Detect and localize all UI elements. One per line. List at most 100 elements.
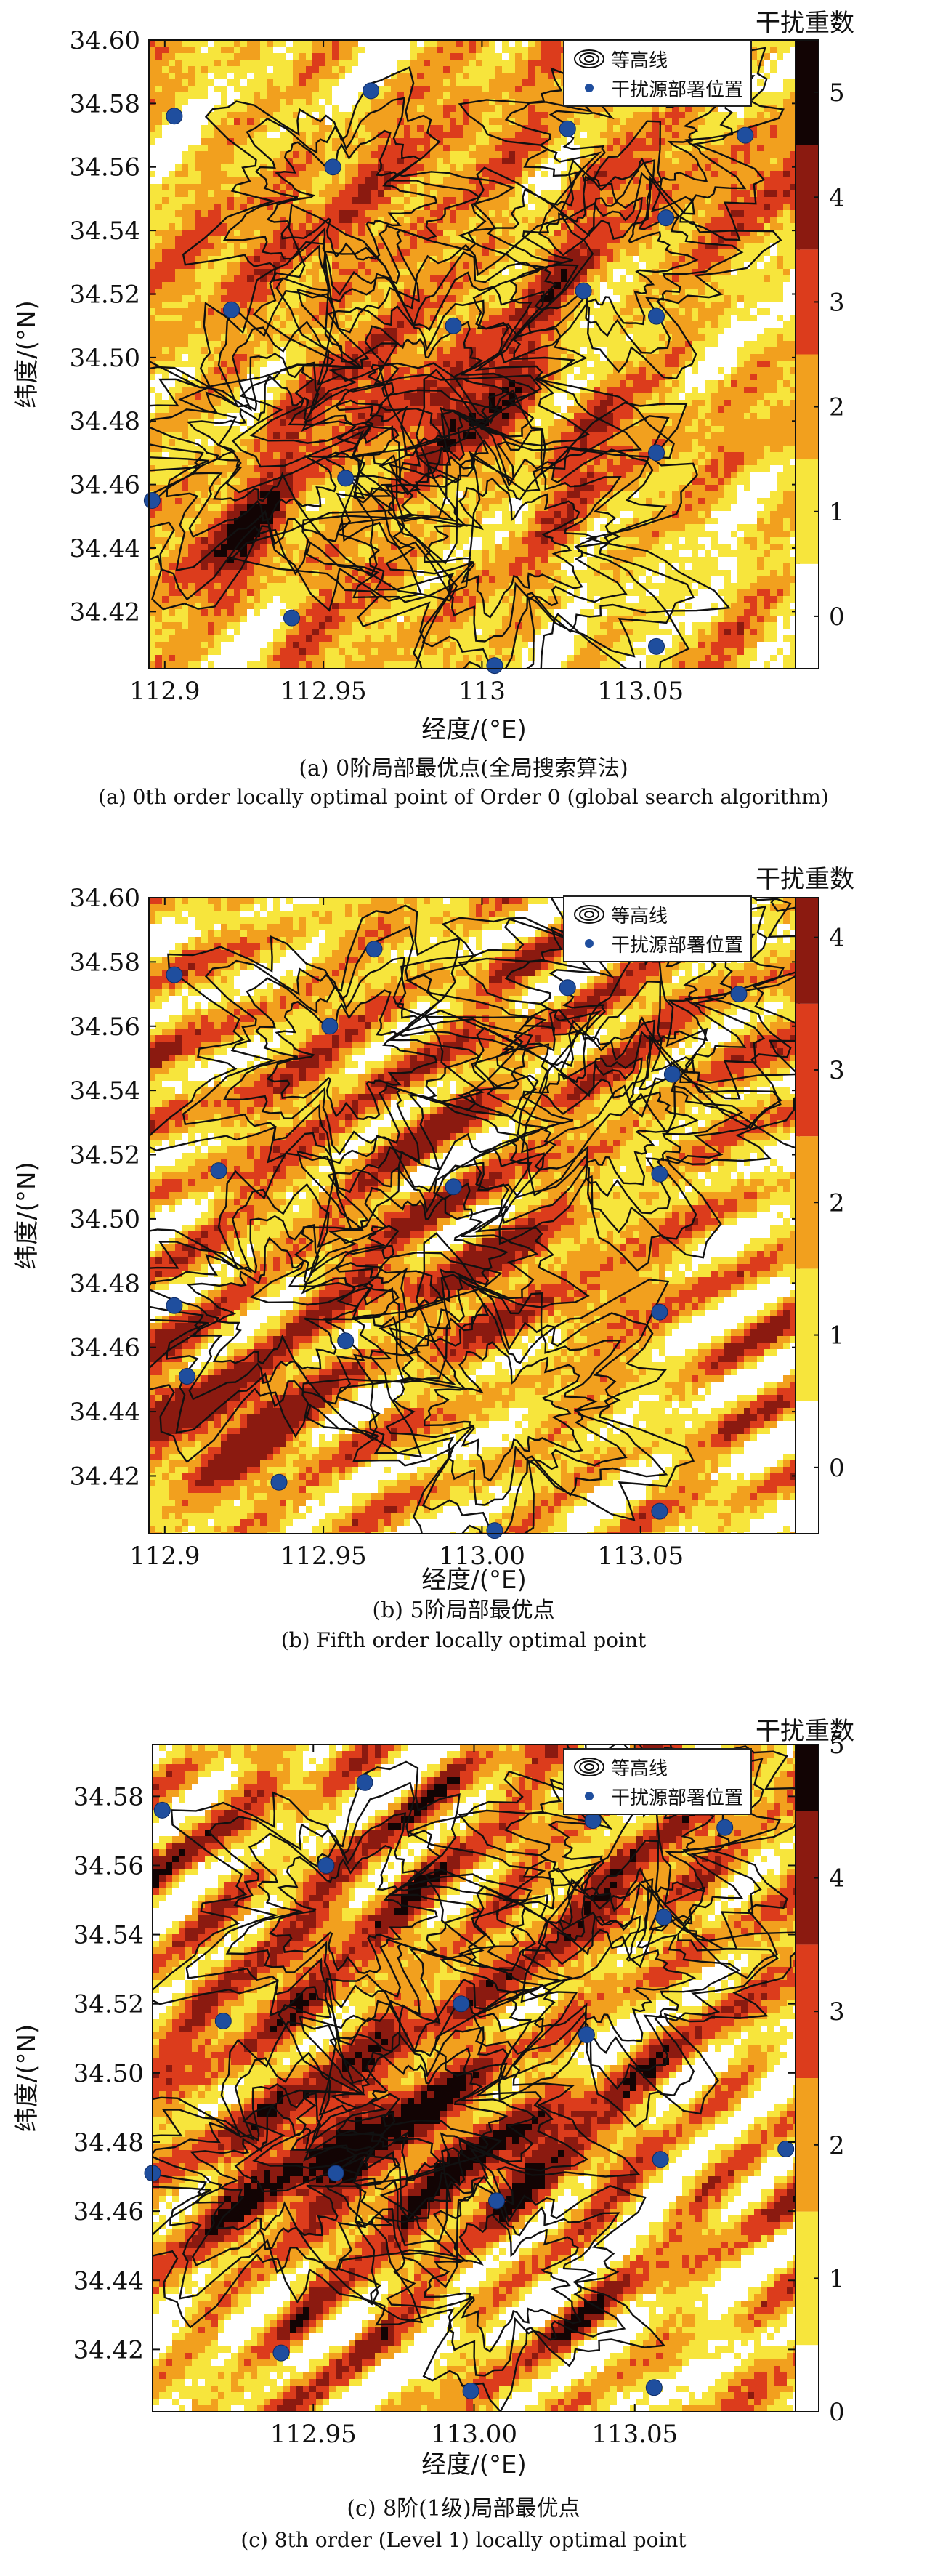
legend-source: 干扰源部署位置 (572, 73, 743, 102)
source-point (317, 1857, 335, 1874)
source-point (327, 2165, 344, 2182)
source-point (648, 637, 665, 655)
x-tick-label: 113.00 (431, 2420, 517, 2449)
contour-line (266, 129, 438, 261)
contour-line (149, 241, 543, 612)
y-tick-label: 34.52 (70, 1141, 140, 1170)
contour-line (487, 159, 744, 354)
source-point (283, 609, 300, 627)
x-tick-label: 113.05 (591, 2420, 678, 2449)
y-tick-label: 34.48 (70, 407, 140, 436)
caption-en: (b) Fifth order locally optimal point (0, 1628, 927, 1652)
y-tick-label: 34.54 (70, 1076, 140, 1106)
colorbar-tick-label: 5 (829, 79, 845, 108)
caption-cn: (c) 8阶(1级)局部最优点 (0, 2490, 927, 2522)
y-axis-label: 纬度/(°N) (12, 2024, 41, 2132)
source-point (655, 1909, 673, 1926)
source-point (486, 1522, 503, 1539)
contour-line (186, 1236, 360, 1370)
colorbar-tick-label: 3 (829, 288, 845, 317)
y-tick-label: 34.48 (73, 2128, 144, 2157)
contour-line (336, 2047, 509, 2181)
contour-line (335, 1182, 509, 1319)
colorbar-tick-label: 1 (829, 1321, 845, 1351)
panel-b: 34.42 34.44 34.46 34.48 34.50 34.52 34.54 34.56… (0, 858, 927, 1708)
source-point (214, 2013, 232, 2029)
heatmap-field (149, 40, 799, 669)
contour-line (288, 299, 539, 496)
contour-line (336, 1273, 668, 1534)
contour-line (301, 369, 695, 669)
legend-contour: 等高线 (572, 44, 743, 73)
colorbar-segment (796, 1744, 819, 1811)
source-point (730, 986, 748, 1003)
source-point (663, 1066, 681, 1083)
y-axis-label: 纬度/(°N) (12, 1162, 41, 1269)
source-point (648, 444, 665, 462)
legend-source: 干扰源部署位置 (572, 1782, 743, 1811)
source-point (453, 1995, 470, 2013)
colorbar-tick-label: 1 (829, 2264, 845, 2293)
colorbar-tick-label: 4 (829, 924, 845, 953)
contour-line (182, 925, 516, 1194)
colorbar-frame (795, 39, 819, 669)
y-tick-label: 34.48 (70, 1269, 140, 1298)
x-axis-label: 经度/(°E) (421, 1566, 526, 1595)
contour-line (153, 2083, 400, 2271)
source-dot-icon (585, 1792, 594, 1800)
source-point (321, 1018, 339, 1035)
contour-line (424, 1799, 796, 2128)
heatmap-panel-b: 34.42 34.44 34.46 34.48 34.50 34.52 34.54 34.56… (12, 884, 845, 1595)
source-point (337, 1332, 355, 1350)
colorbar-segment (796, 898, 819, 1004)
y-tick-label: 34.46 (70, 1334, 140, 1363)
contour-icon (574, 49, 604, 68)
y-tick-label: 34.58 (70, 948, 140, 977)
y-tick-label: 34.56 (73, 1851, 144, 1880)
source-point (559, 979, 576, 997)
source-point (270, 1473, 288, 1491)
contour-line (186, 374, 360, 507)
y-tick-label: 34.44 (73, 2266, 144, 2295)
contour-line (386, 2175, 626, 2377)
y-tick-label: 34.60 (70, 884, 140, 913)
x-tick-label: 113.05 (597, 1542, 684, 1571)
x-tick-label: 112.9 (129, 1542, 200, 1571)
colorbar-segment (796, 2345, 819, 2412)
x-tick-label: 112.95 (270, 2420, 357, 2449)
legend: 等高线 干扰源部署位置 (563, 40, 753, 107)
x-axis-label: 经度/(°E) (421, 715, 526, 744)
legend-contour-label: 等高线 (611, 1754, 668, 1781)
contour-line (458, 980, 782, 1240)
contour-line (153, 2051, 445, 2306)
y-tick-label: 34.44 (70, 534, 140, 563)
source-point (651, 1303, 668, 1321)
x-tick-label: 112.9 (129, 677, 200, 706)
contour-lines (153, 1744, 796, 2412)
x-axis-label: 经度/(°E) (421, 2450, 526, 2479)
source-point (578, 2026, 595, 2043)
source-point (559, 120, 576, 137)
colorbar-tick-label: 3 (829, 1056, 845, 1085)
y-tick-label: 34.54 (73, 1921, 144, 1950)
source-dot-icon (585, 939, 594, 948)
contour-lines (149, 40, 785, 669)
source-point (488, 2192, 505, 2210)
legend-source: 干扰源部署位置 (572, 929, 743, 958)
contour-line (149, 321, 444, 578)
contour-line (230, 362, 731, 669)
source-point (143, 492, 161, 509)
colorbar-frame (795, 1744, 819, 2412)
contour-line (338, 2146, 666, 2412)
contour-icon (574, 1758, 604, 1776)
x-tick-label: 113.05 (597, 677, 684, 706)
source-point (166, 1297, 183, 1314)
y-tick-label: 34.56 (70, 153, 140, 182)
contour-line (149, 289, 503, 601)
y-tick-label: 34.46 (70, 471, 140, 500)
panel-c: 34.42 34.44 34.46 34.48 34.50 34.52 34.54 34.56… (0, 1708, 927, 2576)
colorbar-tick-label: 3 (829, 1997, 845, 2026)
caption-en: (a) 0th order locally optimal point of O… (0, 785, 927, 809)
contour-line (234, 1973, 641, 2288)
y-tick-label: 34.52 (73, 1990, 144, 2019)
